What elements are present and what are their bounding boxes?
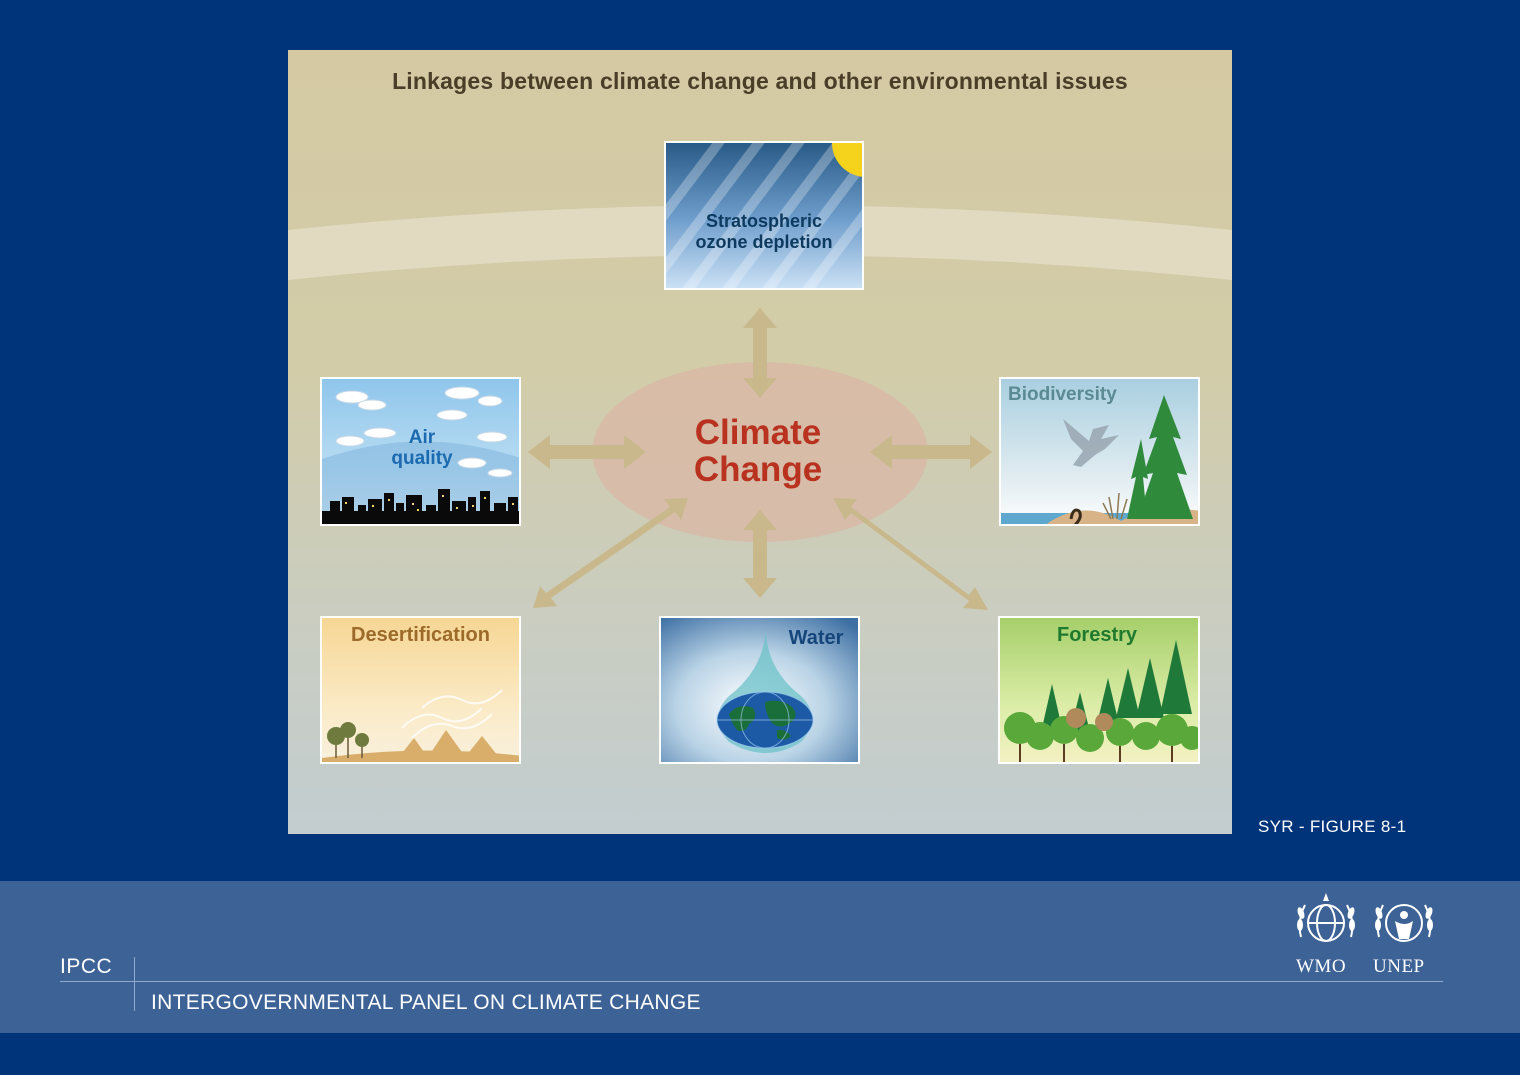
sun-icon [832, 143, 862, 177]
broadleaf-tree-icons [1004, 712, 1198, 752]
panel-forestry: Forestry [998, 616, 1200, 764]
cloud-icons [335, 386, 513, 478]
ozone-label: Stratospheric ozone depletion [666, 211, 862, 253]
footer: IPCC INTERGOVERNMENTAL PANEL ON CLIMATE … [0, 881, 1520, 1033]
climate-change-label-line1: Climate [694, 413, 822, 452]
arrow-desertification [533, 498, 688, 608]
center-ellipse [592, 362, 928, 542]
unep-logo-text: UNEP [1373, 956, 1425, 977]
figure-diagram: Linkages between climate change and othe… [288, 50, 1232, 834]
figure-title: Linkages between climate change and othe… [392, 68, 1128, 94]
shrub-icon [327, 722, 369, 747]
ozone-illustration [666, 143, 862, 288]
desertification-label: Desertification [351, 624, 490, 646]
water-illustration [661, 618, 858, 762]
panel-desertification: Desertification [320, 616, 521, 764]
air-quality-label-line2: quality [391, 448, 453, 469]
panel-ozone-depletion: Stratospheric ozone depletion [664, 141, 864, 290]
ozone-label-line1: Stratospheric [705, 211, 823, 231]
wmo-logo-text: WMO [1296, 956, 1347, 977]
arrow-water [743, 510, 777, 598]
city-illustration [322, 379, 519, 524]
arrow-biodiversity [870, 435, 992, 469]
figure-caption: SYR - FIGURE 8-1 [1258, 817, 1407, 836]
arrow-ozone [743, 308, 777, 398]
biodiversity-label: Biodiversity [1008, 384, 1117, 405]
forestry-label: Forestry [1056, 624, 1138, 646]
panel-biodiversity: Biodiversity [999, 377, 1200, 526]
climate-change-label-line2: Change [693, 450, 823, 489]
tree-icon [1127, 395, 1193, 519]
figure-background [288, 205, 1232, 610]
forest-illustration [1000, 618, 1198, 762]
ipcc-full-name: INTERGOVERNMENTAL PANEL ON CLIMATE CHANG… [151, 991, 701, 1014]
arrow-forestry [833, 498, 988, 610]
sand-dunes-icon [322, 730, 519, 762]
bird-icon [1063, 419, 1119, 467]
climate-change-label: Climate Change [658, 414, 858, 488]
air-quality-label: Air quality [372, 427, 472, 469]
water-label: Water [788, 627, 844, 649]
panel-water: Water [659, 616, 860, 764]
lizard-icon [1069, 508, 1082, 524]
linkage-arrows [528, 308, 992, 610]
footer-divider-horizontal [60, 981, 1443, 982]
ozone-label-line2: ozone depletion [695, 232, 833, 252]
air-quality-label-line1: Air [408, 427, 436, 448]
panel-air-quality: Air quality [320, 377, 521, 526]
wmo-logo-icon [1297, 893, 1355, 942]
footer-divider-vertical [134, 957, 135, 1011]
skyline-icon [322, 489, 519, 524]
arrow-air-quality [528, 435, 646, 469]
unep-logo-icon [1375, 904, 1433, 942]
desert-illustration [322, 618, 519, 762]
biodiversity-illustration [1001, 379, 1198, 524]
ipcc-abbreviation: IPCC [60, 955, 113, 978]
